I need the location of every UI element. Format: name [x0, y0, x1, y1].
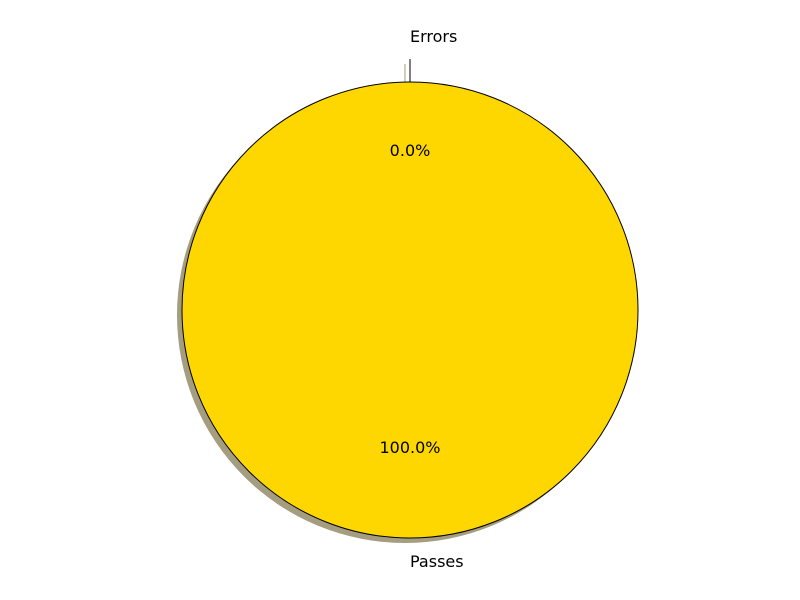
pie-slices	[181, 59, 639, 539]
percent-label-errors: 0.0%	[390, 141, 431, 160]
category-label-errors: Errors	[410, 27, 457, 46]
percent-label-passes: 100.0%	[379, 438, 440, 457]
pie-labels: Errors 0.0% Passes 100.0%	[379, 27, 463, 571]
slice-passes	[181, 81, 639, 539]
category-label-passes: Passes	[410, 552, 464, 571]
